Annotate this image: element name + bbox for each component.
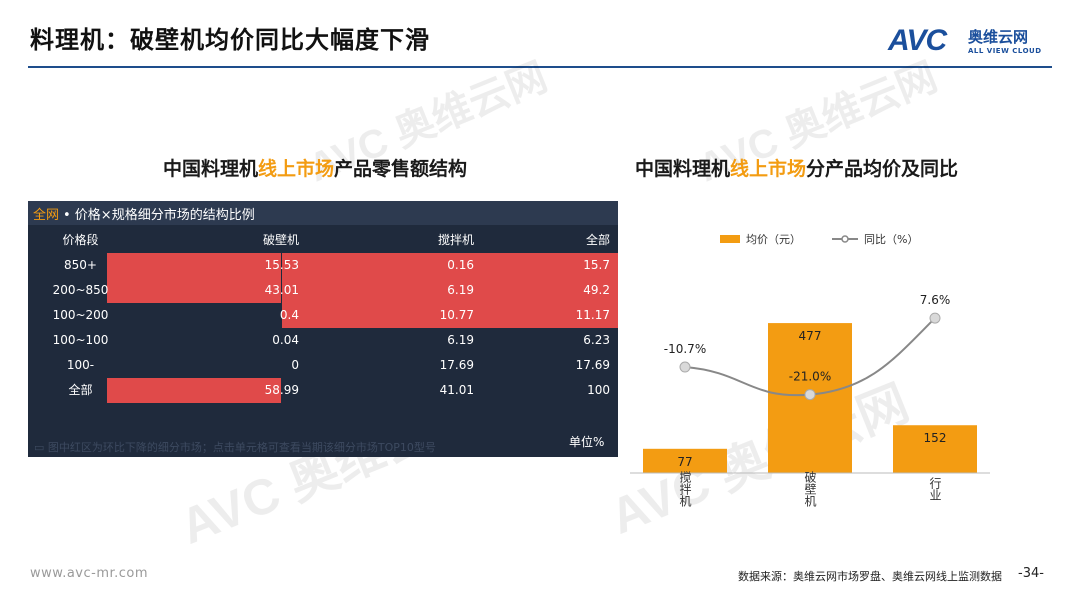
right-section-title: 中国料理机线上市场分产品均价及同比 <box>635 158 959 180</box>
yoy-value-label: 7.6% <box>920 293 951 307</box>
highlight-cell <box>107 253 281 278</box>
panel-note: ▭ 图中红区为环比下降的细分市场；点击单元格可查看当期该细分市场TOP10型号 <box>34 441 436 454</box>
legend-label: 均价（元） <box>746 233 801 246</box>
table-cell[interactable]: 15.53 <box>264 258 299 272</box>
price-segment-label: 100- <box>66 358 95 372</box>
logo-mark: AVC <box>888 24 947 57</box>
bar-value-label: 152 <box>924 431 947 445</box>
table-cell[interactable]: 0.4 <box>279 308 299 322</box>
table-cell[interactable]: 6.19 <box>447 333 474 347</box>
bar <box>643 448 727 473</box>
table-cell[interactable]: 17.69 <box>439 358 474 372</box>
price-segment-label: 850+ <box>64 258 97 272</box>
yoy-value-label: -10.7% <box>664 342 706 356</box>
left-section-title: 中国料理机线上市场产品零售额结构 <box>163 158 468 180</box>
logo-en: ALL VIEW CLOUD <box>968 47 1042 55</box>
yoy-point <box>804 389 816 401</box>
bar-value-label: 77 <box>677 455 692 469</box>
avg-price-chart: 均价（元） 同比（%） 77 477 152 搅拌机 破壁机 行业 -10.7% -21.0% 7.… <box>630 233 990 507</box>
panel-unit: 单位% <box>569 435 605 449</box>
table-cell[interactable]: 11.17 <box>575 308 610 322</box>
highlight-cell <box>107 378 281 403</box>
category-label: 破壁机 <box>803 470 817 507</box>
legend-marker <box>841 235 849 243</box>
logo-cn: 奥维云网 <box>968 28 1029 46</box>
table-row: 100~100 0.04 6.19 6.23 <box>28 328 618 353</box>
page-title: 料理机：破壁机均价同比大幅度下滑 <box>30 26 430 54</box>
legend-swatch-bar <box>720 235 740 243</box>
table-cell[interactable]: 41.01 <box>439 383 474 397</box>
price-segment-label: 200~850 <box>52 283 109 297</box>
table-row: 100~200 0.4 10.77 11.17 <box>28 303 618 328</box>
footer-source: 数据来源：奥维云网市场罗盘、奥维云网线上监测数据 <box>738 570 1002 583</box>
yoy-point <box>679 361 691 373</box>
table-row: 全部 58.99 41.01 100 <box>28 378 618 403</box>
table-cell[interactable]: 0 <box>291 358 299 372</box>
table-row: 200~850 43.01 6.19 49.2 <box>28 278 618 303</box>
column-header: 破壁机 <box>262 233 299 247</box>
table-cell[interactable]: 15.7 <box>583 258 610 272</box>
panel-header-title: • 价格×规格细分市场的结构比例 <box>63 208 255 223</box>
table-header-row: 价格段 破壁机 搅拌机 全部 <box>28 228 618 253</box>
table-cell[interactable]: 6.19 <box>447 283 474 297</box>
column-header: 搅拌机 <box>437 233 474 247</box>
page-number: -34- <box>1018 566 1044 581</box>
panel-header: 全网 • 价格×规格细分市场的结构比例 <box>28 201 618 225</box>
legend-label: 同比（%） <box>864 233 918 246</box>
yoy-point <box>929 312 941 324</box>
panel-scope-label[interactable]: 全网 <box>33 208 60 223</box>
price-segment-label: 全部 <box>68 383 93 397</box>
table-cell[interactable]: 0.16 <box>447 258 474 272</box>
highlight-cell <box>282 303 618 328</box>
category-label: 行业 <box>928 477 942 501</box>
footer-url[interactable]: www.avc-mr.com <box>30 566 149 581</box>
highlight-cell <box>282 253 618 278</box>
table-cell[interactable]: 58.99 <box>264 383 299 397</box>
bar-value-label: 477 <box>799 329 822 343</box>
price-segment-label: 100~200 <box>52 308 109 322</box>
table-cell[interactable]: 100 <box>587 383 610 397</box>
table-cell[interactable]: 43.01 <box>264 283 299 297</box>
price-segment-label: 100~100 <box>52 333 109 347</box>
table-row: 100- 0 17.69 17.69 <box>28 353 618 378</box>
table-cell[interactable]: 10.77 <box>439 308 474 322</box>
category-label: 搅拌机 <box>678 470 692 507</box>
avc-logo: AVC 奥维云网 ALL VIEW CLOUD <box>888 22 1058 60</box>
column-header: 全部 <box>585 233 610 247</box>
structure-table-panel: 全网 • 价格×规格细分市场的结构比例 价格段 破壁机 搅拌机 全部 850+ 1… <box>28 201 618 457</box>
table-cell[interactable]: 49.2 <box>583 283 610 297</box>
highlight-cell <box>107 278 281 303</box>
table-cell[interactable]: 17.69 <box>575 358 610 372</box>
bar <box>893 425 977 473</box>
table-cell[interactable]: 0.04 <box>272 333 299 347</box>
highlight-cell <box>282 278 618 303</box>
column-header: 价格段 <box>62 233 99 247</box>
table-row: 850+ 15.53 0.16 15.7 <box>28 253 618 278</box>
title-divider <box>28 66 1052 68</box>
table-cell[interactable]: 6.23 <box>583 333 610 347</box>
yoy-value-label: -21.0% <box>789 370 831 384</box>
